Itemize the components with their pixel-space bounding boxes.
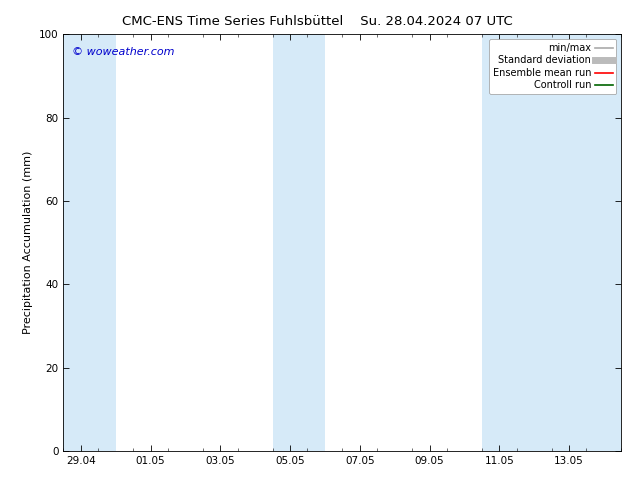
Bar <box>63 34 115 451</box>
Y-axis label: Precipitation Accumulation (mm): Precipitation Accumulation (mm) <box>23 151 34 334</box>
Bar <box>273 34 325 451</box>
Text: CMC-ENS Time Series Fuhlsbüttel    Su. 28.04.2024 07 UTC: CMC-ENS Time Series Fuhlsbüttel Su. 28.0… <box>122 15 512 28</box>
Legend: min/max, Standard deviation, Ensemble mean run, Controll run: min/max, Standard deviation, Ensemble me… <box>489 39 616 94</box>
Bar <box>482 34 621 451</box>
Text: © woweather.com: © woweather.com <box>72 47 174 57</box>
